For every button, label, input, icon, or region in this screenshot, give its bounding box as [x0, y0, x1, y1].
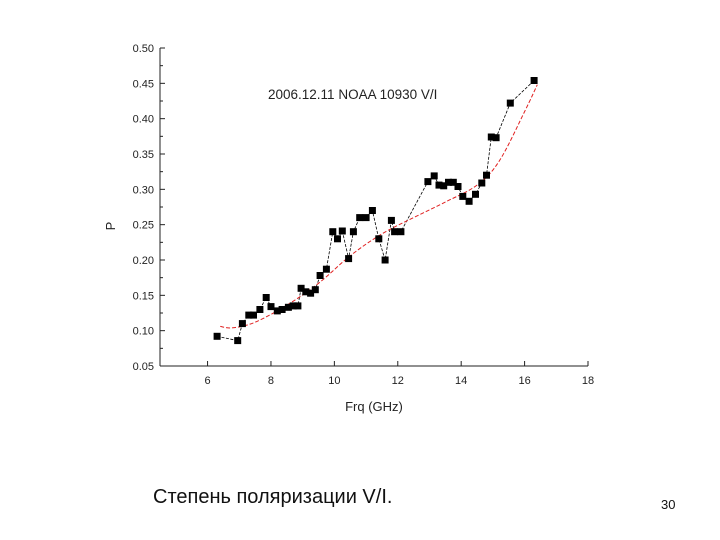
data-point — [234, 337, 242, 345]
data-point — [375, 235, 383, 243]
x-tick-label: 6 — [204, 375, 210, 387]
data-point — [391, 228, 399, 236]
data-point — [289, 302, 297, 310]
data-point — [472, 190, 479, 198]
x-tick-label: 8 — [268, 375, 274, 387]
data-point — [483, 171, 490, 179]
data-point — [278, 306, 286, 313]
data-point — [273, 307, 281, 315]
x-ticks: 6 8 10 12 14 16 18 — [204, 361, 594, 387]
data-point — [440, 182, 448, 190]
x-tick-label: 16 — [518, 375, 530, 387]
data-point — [345, 255, 353, 263]
y-tick-label: 0.45 — [133, 78, 154, 90]
x-axis-title: Frq (GHz) — [345, 399, 403, 414]
data-point — [387, 216, 395, 224]
y-tick-label: 0.30 — [133, 184, 154, 196]
data-point — [262, 294, 270, 301]
y-tick-label: 0.05 — [133, 361, 154, 373]
x-tick-label: 12 — [392, 375, 404, 387]
page-number: 30 — [661, 497, 676, 512]
data-point — [322, 265, 330, 273]
data-point — [465, 197, 473, 205]
data-point — [356, 214, 364, 222]
data-point — [445, 178, 452, 186]
y-tick-label: 0.40 — [133, 114, 154, 126]
fit-layer — [220, 84, 538, 329]
data-point — [297, 284, 305, 292]
points-layer — [213, 77, 538, 345]
data-point — [530, 77, 538, 84]
data-point — [334, 235, 341, 243]
slide-caption: Степень поляризации V/I. — [153, 486, 393, 508]
x-tick-label: 14 — [455, 375, 467, 387]
data-point — [238, 320, 246, 328]
data-point — [362, 214, 370, 222]
data-point — [435, 181, 443, 189]
y-tick-label: 0.50 — [133, 43, 154, 55]
data-point — [449, 178, 457, 186]
data-point — [213, 332, 221, 340]
polarization-chart: 6 8 10 12 14 16 18 0.05 0.10 0.15 0.20 0.25 0.30 0.3… — [103, 43, 594, 414]
data-point — [284, 303, 292, 311]
data-point — [349, 228, 357, 236]
data-point — [487, 133, 495, 141]
data-point — [430, 172, 438, 180]
data-point — [478, 179, 486, 187]
data-point — [307, 289, 315, 297]
data-point — [329, 228, 337, 236]
y-ticks: 0.05 0.10 0.15 0.20 0.25 0.30 0.35 0.40 0.45 0.50 — [133, 43, 165, 373]
data-point — [506, 99, 514, 107]
data-point — [256, 306, 264, 313]
data-point — [492, 134, 500, 142]
data-point — [316, 272, 324, 279]
chart-title: 2006.12.11 NOAA 10930 V/I — [268, 87, 437, 102]
y-tick-label: 0.25 — [133, 220, 154, 232]
y-axis-title: P — [103, 222, 118, 231]
x-tick-label: 18 — [582, 375, 594, 387]
data-point — [294, 302, 302, 310]
data-point — [245, 311, 253, 319]
y-tick-label: 0.15 — [133, 290, 154, 302]
data-point — [250, 311, 257, 319]
data-point — [397, 228, 405, 236]
data-point — [338, 227, 346, 235]
data-point — [424, 178, 432, 186]
data-point — [267, 303, 275, 311]
fit-curve — [220, 84, 538, 329]
data-point — [311, 286, 319, 294]
data-point — [459, 192, 467, 200]
y-tick-label: 0.35 — [133, 149, 154, 161]
data-point — [454, 183, 462, 190]
y-tick-label: 0.10 — [133, 326, 154, 338]
x-tick-label: 10 — [328, 375, 340, 387]
data-point — [302, 288, 310, 296]
data-point — [381, 256, 389, 264]
data-point — [368, 207, 376, 214]
y-tick-label: 0.20 — [133, 255, 154, 267]
